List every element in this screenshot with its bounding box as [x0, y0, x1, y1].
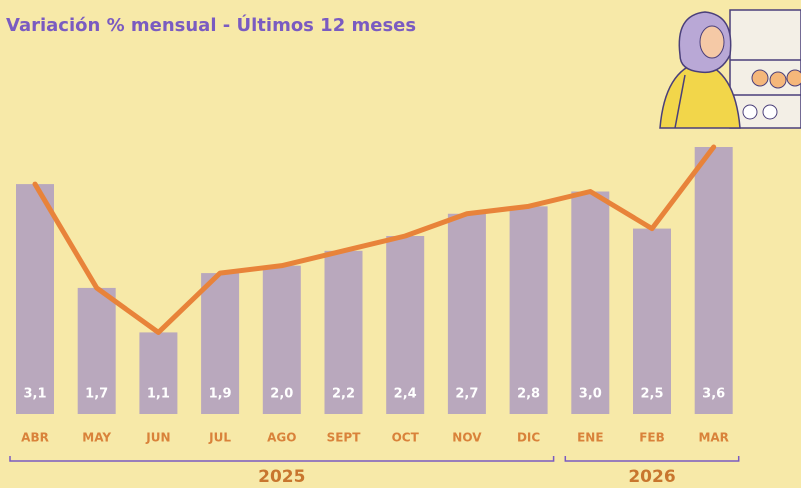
group-label: 2026	[628, 467, 675, 487]
x-tick-label: SEPT	[327, 431, 362, 445]
value-label: 2,7	[455, 387, 478, 402]
x-tick-label: MAY	[82, 431, 111, 445]
bar	[510, 206, 548, 414]
value-label: 2,4	[394, 387, 417, 402]
x-tick-label: JUL	[208, 431, 231, 445]
bar	[695, 147, 733, 414]
value-label: 1,9	[209, 387, 232, 402]
bar	[448, 214, 486, 414]
group-label: 2025	[258, 467, 305, 487]
bar	[571, 192, 609, 415]
bar	[139, 332, 177, 414]
value-label: 2,8	[517, 387, 540, 402]
chart-title: Variación % mensual - Últimos 12 meses	[6, 14, 416, 36]
value-label: 2,0	[270, 387, 293, 402]
x-tick-label: FEB	[639, 431, 665, 445]
value-label: 3,0	[579, 387, 602, 402]
x-tick-label: ENE	[577, 431, 603, 445]
x-tick-label: DIC	[517, 431, 540, 445]
value-label: 2,2	[332, 387, 355, 402]
x-tick-label: ABR	[21, 431, 49, 445]
x-tick-label: NOV	[452, 431, 482, 445]
value-label: 1,7	[85, 387, 108, 402]
x-tick-label: OCT	[392, 431, 420, 445]
x-tick-label: MAR	[698, 431, 728, 445]
bar	[16, 184, 54, 414]
value-label: 3,1	[23, 387, 46, 402]
x-tick-label: JUN	[145, 431, 170, 445]
x-tick-label: AGO	[267, 431, 296, 445]
chart: Variación % mensual - Últimos 12 meses 3…	[0, 0, 801, 488]
value-label: 2,5	[640, 387, 663, 402]
value-label: 3,6	[702, 387, 725, 402]
value-label: 1,1	[147, 387, 170, 402]
